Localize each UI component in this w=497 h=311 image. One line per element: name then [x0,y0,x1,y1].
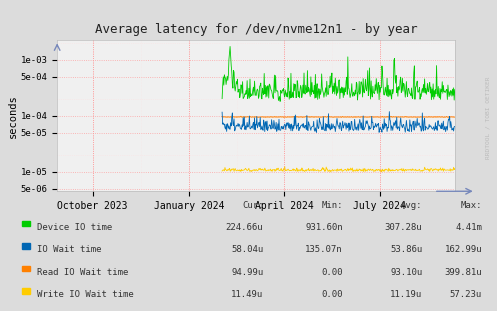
Text: Min:: Min: [322,201,343,210]
Text: Avg:: Avg: [401,201,422,210]
Text: 58.04u: 58.04u [231,245,263,254]
Text: 0.00: 0.00 [322,290,343,299]
Text: 94.99u: 94.99u [231,268,263,277]
Text: 93.10u: 93.10u [390,268,422,277]
Text: 307.28u: 307.28u [385,223,422,232]
Text: RRDTOOL / TOBI OETIKER: RRDTOOL / TOBI OETIKER [486,77,491,160]
Text: 224.66u: 224.66u [226,223,263,232]
Text: Device IO time: Device IO time [37,223,112,232]
Text: Read IO Wait time: Read IO Wait time [37,268,129,277]
Text: IO Wait time: IO Wait time [37,245,102,254]
Text: 11.19u: 11.19u [390,290,422,299]
Text: 11.49u: 11.49u [231,290,263,299]
Text: 53.86u: 53.86u [390,245,422,254]
Text: 57.23u: 57.23u [450,290,482,299]
Text: 931.60n: 931.60n [305,223,343,232]
Text: 399.81u: 399.81u [444,268,482,277]
Text: Write IO Wait time: Write IO Wait time [37,290,134,299]
Text: 0.00: 0.00 [322,268,343,277]
Text: Max:: Max: [461,201,482,210]
Text: 135.07n: 135.07n [305,245,343,254]
Text: 4.41m: 4.41m [455,223,482,232]
Y-axis label: seconds: seconds [8,94,18,138]
Title: Average latency for /dev/nvme12n1 - by year: Average latency for /dev/nvme12n1 - by y… [95,24,417,36]
Text: Cur:: Cur: [242,201,263,210]
Text: 162.99u: 162.99u [444,245,482,254]
